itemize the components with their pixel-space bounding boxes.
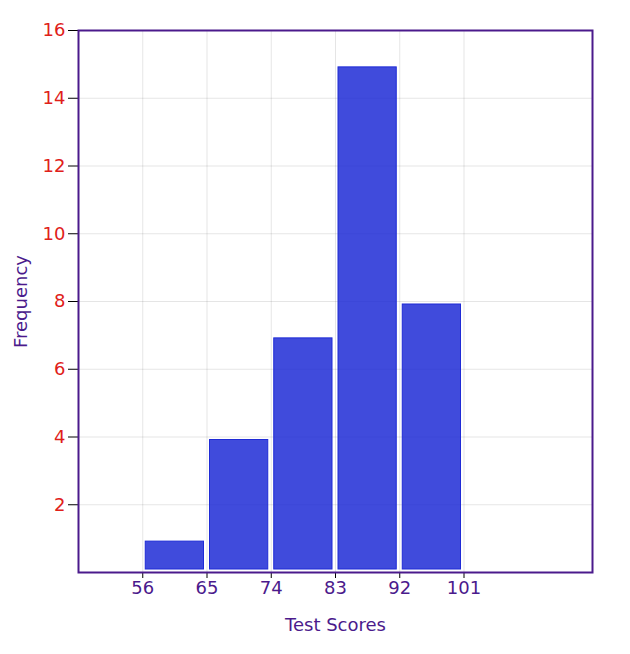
svg-text:10: 10 — [43, 223, 66, 244]
svg-text:74: 74 — [260, 577, 283, 598]
svg-text:12: 12 — [43, 155, 66, 176]
svg-text:16: 16 — [43, 19, 66, 40]
svg-text:Frequency: Frequency — [10, 255, 31, 348]
svg-text:4: 4 — [54, 426, 65, 447]
svg-text:65: 65 — [196, 577, 219, 598]
svg-text:Test Scores: Test Scores — [284, 614, 386, 635]
svg-text:8: 8 — [54, 290, 65, 311]
svg-text:56: 56 — [131, 577, 154, 598]
svg-text:92: 92 — [388, 577, 411, 598]
svg-text:101: 101 — [447, 577, 481, 598]
svg-text:83: 83 — [324, 577, 347, 598]
svg-text:6: 6 — [54, 358, 65, 379]
svg-text:2: 2 — [54, 494, 65, 515]
svg-text:14: 14 — [43, 87, 66, 108]
